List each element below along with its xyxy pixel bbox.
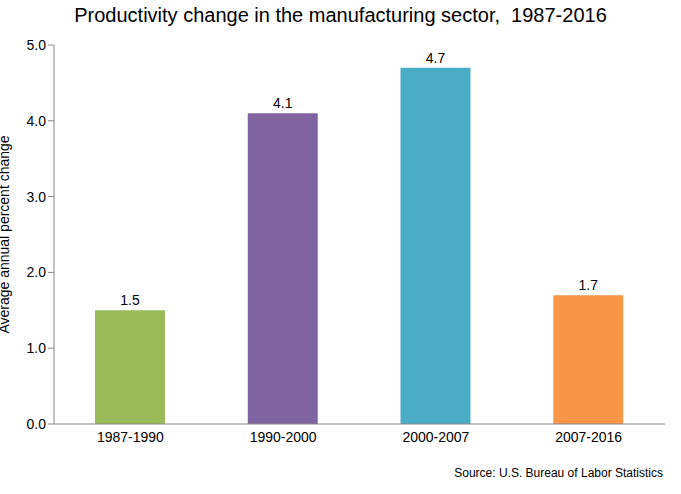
svg-text:1.7: 1.7 [579,277,599,293]
svg-text:1987-1990: 1987-1990 [97,429,164,445]
svg-text:1990-2000: 1990-2000 [250,429,317,445]
svg-text:2007-2016: 2007-2016 [555,429,622,445]
svg-text:4.0: 4.0 [27,113,47,129]
svg-text:2000-2007: 2000-2007 [402,429,469,445]
svg-text:Average annual percent change: Average annual percent change [8,135,12,333]
html-text:Productivity change in the man: Productivity change in the manufacturing… [74,4,607,26]
svg-text:0.0: 0.0 [27,416,47,432]
svg-text:5.0: 5.0 [27,37,47,53]
svg-text:4.7: 4.7 [426,50,446,66]
svg-text:4.1: 4.1 [273,95,293,111]
svg-text:3.0: 3.0 [27,189,47,205]
svg-text:1.5: 1.5 [120,292,140,308]
svg-text:1.0: 1.0 [27,340,47,356]
html-text:Source: U.S. Bureau of Labor S: Source: U.S. Bureau of Labor Statistics [454,466,663,480]
svg-text:2.0: 2.0 [27,264,47,280]
